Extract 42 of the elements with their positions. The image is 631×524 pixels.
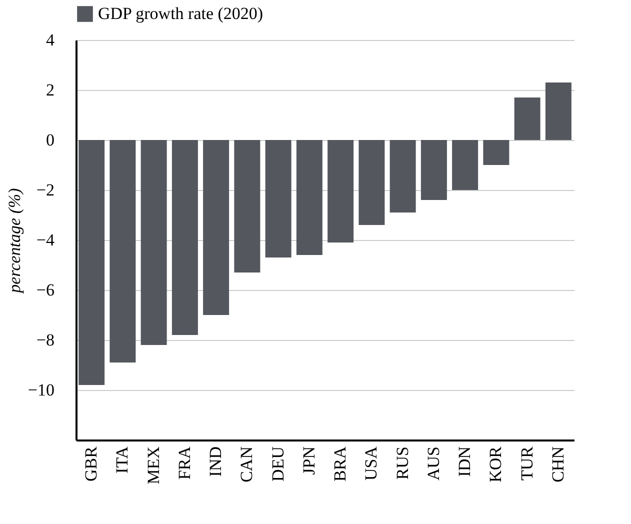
bar bbox=[140, 140, 167, 345]
bar bbox=[358, 140, 385, 225]
bar bbox=[483, 140, 510, 165]
x-tick-label: DEU bbox=[268, 446, 288, 482]
x-tick-label: FRA bbox=[174, 446, 194, 480]
x-tick-label: IND bbox=[206, 446, 226, 477]
x-tick-label: RUS bbox=[392, 446, 412, 480]
x-tick-label: CAN bbox=[237, 446, 256, 482]
x-tick-label: USA bbox=[362, 446, 381, 481]
legend-label: GDP growth rate (2020) bbox=[98, 4, 264, 23]
bar bbox=[265, 140, 292, 258]
bar bbox=[328, 140, 354, 242]
x-tick-label: ITA bbox=[112, 446, 132, 474]
y-tick-label: −6 bbox=[36, 280, 54, 300]
x-tick-label: KOR bbox=[486, 446, 506, 482]
x-tick-label: AUS bbox=[424, 446, 443, 481]
x-tick-label: MEX bbox=[144, 446, 163, 484]
bar bbox=[78, 140, 105, 385]
y-tick-label: −2 bbox=[36, 180, 54, 200]
y-tick-label: −10 bbox=[28, 380, 54, 400]
bar bbox=[545, 82, 572, 140]
x-tick-label: IDN bbox=[455, 446, 474, 477]
y-tick-label: 2 bbox=[46, 80, 54, 100]
bar bbox=[296, 140, 322, 255]
bar bbox=[172, 140, 198, 335]
y-tick-label: 0 bbox=[46, 130, 54, 150]
x-tick-label: TUR bbox=[517, 446, 536, 480]
x-tick-label: JPN bbox=[299, 446, 318, 475]
y-tick-label: −4 bbox=[36, 230, 55, 250]
bar bbox=[203, 140, 230, 315]
bar bbox=[514, 98, 540, 140]
bar bbox=[390, 140, 416, 212]
y-tick-label: 4 bbox=[46, 30, 55, 50]
bar bbox=[234, 140, 260, 272]
x-tick-label: CHN bbox=[548, 446, 568, 482]
bar bbox=[110, 140, 136, 362]
x-tick-label: GBR bbox=[82, 446, 101, 482]
y-tick-label: −8 bbox=[36, 330, 54, 350]
bar bbox=[452, 140, 478, 190]
x-tick-label: BRA bbox=[330, 446, 350, 482]
bar bbox=[420, 140, 447, 200]
y-axis-title: percentage (%) bbox=[4, 188, 24, 294]
